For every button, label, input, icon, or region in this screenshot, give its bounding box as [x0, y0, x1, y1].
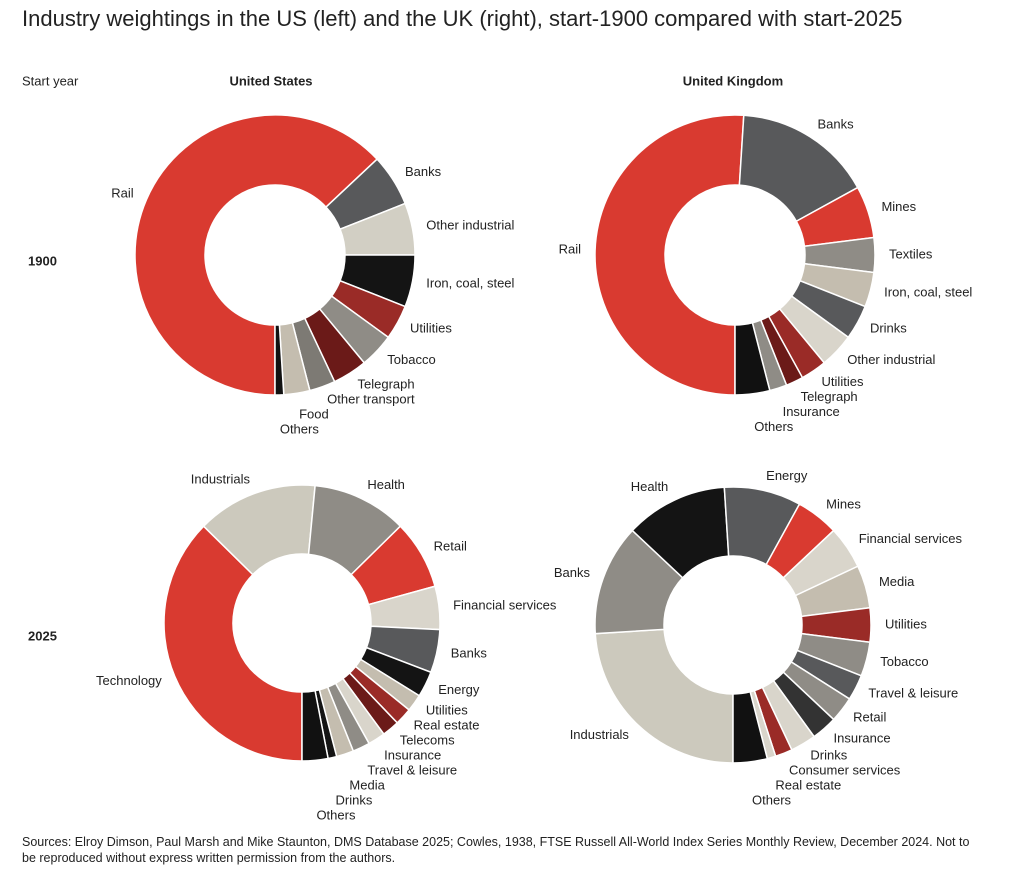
- slice-label: Financial services: [453, 598, 557, 613]
- slice-label: Energy: [438, 682, 480, 697]
- slice-label: Others: [280, 421, 320, 436]
- slice-label: Mines: [826, 496, 861, 511]
- slice-label: Industrials: [191, 472, 251, 487]
- slice-label: Banks: [405, 164, 442, 179]
- slice-label: Health: [367, 477, 405, 492]
- slice-label: Tobacco: [387, 352, 435, 367]
- slice-label: Rail: [559, 242, 582, 257]
- slice-label: Travel & leisure: [868, 685, 958, 700]
- slice-label: Other transport: [327, 391, 415, 406]
- slice-label: Telegraph: [358, 376, 415, 391]
- slice-label: Drinks: [335, 793, 372, 808]
- slice-label: Iron, coal, steel: [426, 275, 514, 290]
- slice-label: Iron, coal, steel: [884, 285, 972, 300]
- slice-label: Utilities: [822, 374, 864, 389]
- slice-label: Others: [752, 792, 792, 807]
- source-note: Sources: Elroy Dimson, Paul Marsh and Mi…: [22, 835, 970, 865]
- slice-label: Mines: [881, 199, 916, 214]
- slice-label: Banks: [554, 565, 591, 580]
- row-header: 1900: [28, 253, 57, 268]
- donut-slice: [301, 689, 329, 762]
- slice-label: Banks: [451, 646, 488, 661]
- slice-label: Drinks: [870, 321, 907, 336]
- row-header: 2025: [28, 628, 57, 643]
- slice-label: Energy: [766, 468, 808, 483]
- slice-label: Media: [879, 574, 915, 589]
- slice-label: Insurance: [783, 404, 840, 419]
- slice-label: Textiles: [889, 246, 933, 261]
- slice-label: Technology: [96, 673, 162, 688]
- donut-slice: [163, 525, 303, 762]
- donut-slice: [274, 324, 285, 396]
- slice-label: Health: [631, 479, 669, 494]
- slice-label: Others: [316, 808, 356, 823]
- slice-label: Insurance: [384, 748, 441, 763]
- slice-label: Real estate: [775, 777, 841, 792]
- slice-label: Industrials: [570, 727, 630, 742]
- slice-label: Utilities: [410, 321, 452, 336]
- slice-label: Rail: [111, 185, 134, 200]
- column-header: United Kingdom: [683, 73, 783, 88]
- slice-label: Banks: [818, 116, 855, 131]
- slice-label: Utilities: [885, 616, 927, 631]
- column-header: United States: [229, 73, 312, 88]
- slice-label: Utilities: [426, 703, 468, 718]
- slice-label: Tobacco: [880, 654, 928, 669]
- donut-slice: [134, 114, 379, 396]
- slice-label: Telegraph: [801, 389, 858, 404]
- slice-label: Retail: [853, 710, 886, 725]
- donut-slice: [732, 690, 769, 764]
- page-title: Industry weightings in the US (left) and…: [22, 6, 902, 31]
- slice-label: Insurance: [834, 730, 891, 745]
- slice-label: Retail: [434, 538, 467, 553]
- row-axis-label: Start year: [22, 73, 79, 88]
- donut-slice: [594, 628, 734, 764]
- slice-label: Telecoms: [400, 733, 455, 748]
- slice-label: Food: [299, 406, 329, 421]
- slice-label: Financial services: [859, 531, 963, 546]
- slice-label: Travel & leisure: [367, 763, 457, 778]
- slice-label: Real estate: [414, 718, 480, 733]
- slice-label: Others: [754, 419, 794, 434]
- donut-slice: [594, 114, 745, 396]
- slice-label: Other industrial: [426, 218, 514, 233]
- slice-label: Consumer services: [789, 762, 901, 777]
- donut-slice: [734, 321, 771, 396]
- slice-label: Other industrial: [847, 352, 935, 367]
- slice-label: Media: [349, 778, 385, 793]
- slice-label: Drinks: [810, 747, 847, 762]
